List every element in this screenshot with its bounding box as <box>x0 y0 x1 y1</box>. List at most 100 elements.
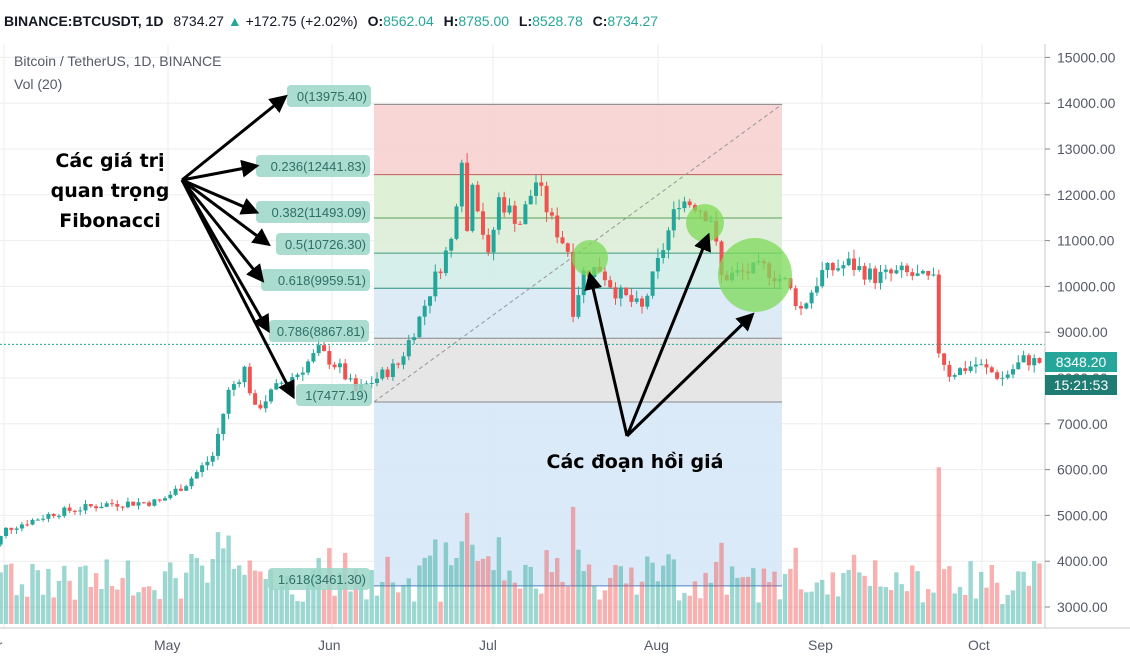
volume-bar <box>475 560 480 624</box>
candle <box>194 472 199 479</box>
volume-bar <box>35 570 40 624</box>
volume-bar <box>533 588 539 624</box>
volume-bar <box>380 581 385 624</box>
candle <box>804 303 809 309</box>
symbol-label[interactable]: BINANCE:BTCUSDT, 1D <box>4 13 164 29</box>
volume-bar <box>804 592 809 624</box>
candle <box>57 515 61 517</box>
volume-bar <box>968 561 973 624</box>
volume-bar <box>178 598 184 624</box>
volume-bar <box>496 537 502 624</box>
volume-bar <box>491 570 496 624</box>
volume-bar <box>761 568 767 624</box>
volume-bar <box>449 565 454 624</box>
arrow <box>181 159 260 182</box>
fib-zone <box>374 104 782 175</box>
volume-bar <box>735 577 740 624</box>
open-value: 8562.04 <box>383 13 434 29</box>
candle <box>104 503 109 507</box>
candle <box>4 527 8 537</box>
fib-label-box <box>268 568 370 590</box>
candle <box>640 298 644 307</box>
candle <box>385 369 390 377</box>
volume-bar <box>99 588 104 624</box>
candle <box>369 382 374 384</box>
candle <box>889 269 894 274</box>
candle <box>539 182 544 186</box>
x-tick-label: Oct <box>968 637 990 653</box>
candle <box>560 237 565 244</box>
candle <box>311 353 316 362</box>
candle <box>364 383 369 385</box>
volume-bar <box>14 595 19 624</box>
volume-bar <box>565 586 570 624</box>
candle <box>295 374 300 378</box>
candle <box>470 184 475 231</box>
candle <box>608 280 613 288</box>
volume-bar <box>756 602 761 624</box>
volume-bar <box>676 600 682 624</box>
candle <box>412 337 417 341</box>
retracement-highlight <box>718 238 792 312</box>
candle <box>926 271 931 276</box>
candle <box>846 258 851 266</box>
candle <box>237 382 242 385</box>
volume-bar <box>263 578 268 624</box>
candle <box>905 265 909 273</box>
candle <box>581 270 586 296</box>
volume-bar <box>199 565 205 624</box>
volume-bar <box>910 565 915 624</box>
volume-bar <box>645 556 650 624</box>
fib-label-box <box>287 85 371 107</box>
volume-bar <box>920 602 926 624</box>
volume-bar <box>740 577 745 624</box>
volume-bar <box>772 571 777 624</box>
candle <box>157 499 162 501</box>
volume-bar <box>714 561 719 624</box>
volume-bar <box>369 570 374 624</box>
volume-bar <box>1010 590 1016 624</box>
volume-bar <box>136 592 141 624</box>
volume-bar <box>597 599 602 624</box>
candle <box>200 465 205 473</box>
candle <box>136 502 141 506</box>
candle <box>523 204 528 225</box>
volume-bar <box>353 569 358 624</box>
volume-bar <box>486 556 491 624</box>
volume-bar <box>348 591 353 624</box>
candle <box>67 507 72 511</box>
volume-bar <box>782 573 788 624</box>
volume-bar <box>904 591 910 624</box>
volume-bar <box>666 554 671 624</box>
candle <box>958 368 962 376</box>
volume-bar <box>502 580 507 624</box>
y-tick-label: 9000.00 <box>1057 324 1108 340</box>
volume-bar <box>411 601 417 624</box>
candle <box>618 287 623 299</box>
candle <box>989 367 994 373</box>
price-chart[interactable]: 0(13975.40) 0.236(12441.83) 0.382(11493.09… <box>0 44 1130 672</box>
candle <box>390 363 395 377</box>
volume-bar <box>862 575 867 624</box>
fib-zone <box>374 401 782 586</box>
candle <box>247 366 252 394</box>
volume-bar <box>878 586 883 624</box>
volume-bar <box>682 593 687 624</box>
volume-bar <box>141 587 146 624</box>
candle <box>857 266 862 271</box>
volume-bar <box>661 565 666 624</box>
volume-bar <box>104 559 109 624</box>
volume-bar <box>751 568 756 624</box>
volume-bar <box>364 599 369 624</box>
candle <box>682 201 687 209</box>
candle <box>1005 374 1010 378</box>
volume-bar <box>459 541 464 624</box>
volume-bar <box>639 581 645 624</box>
candle <box>947 364 952 377</box>
y-tick-label: 6000.00 <box>1057 462 1108 478</box>
arrow <box>584 271 629 437</box>
volume-bar <box>454 557 459 624</box>
volume-bar <box>189 554 194 624</box>
fib-label-box <box>296 384 372 406</box>
volume-bar <box>417 565 422 624</box>
